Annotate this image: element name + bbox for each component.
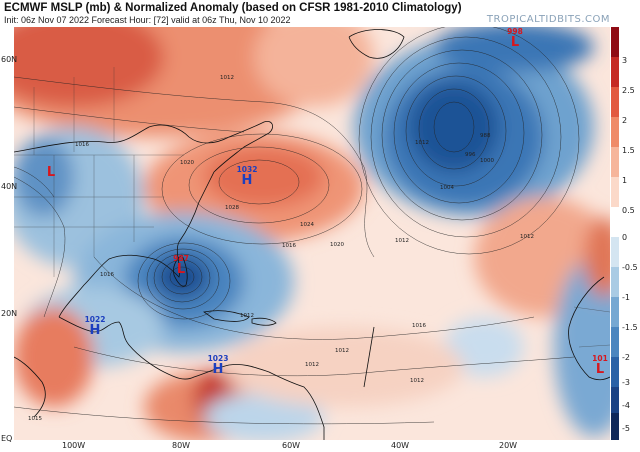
colorbar-tick: -5 [622, 424, 630, 433]
map-title: ECMWF MSLP (mb) & Normalized Anomaly (ba… [4, 2, 462, 14]
lat-label: 40N [1, 182, 18, 191]
colorbar-tick: 2.5 [622, 86, 635, 95]
header: ECMWF MSLP (mb) & Normalized Anomaly (ba… [0, 0, 640, 26]
lon-label: 20W [499, 441, 518, 450]
colorbar-tick: 2 [622, 116, 628, 125]
isobar-label: 1020 [330, 242, 344, 248]
anomaly-fill [14, 27, 610, 440]
isobars [14, 27, 580, 425]
colorbar-tick: -2 [622, 353, 630, 362]
colorbar-tick: 3 [622, 56, 628, 65]
lon-label: 60W [282, 441, 301, 450]
high-pressure-marker: 1032 H [236, 165, 258, 188]
colorbar-tick: -1.5 [622, 323, 638, 332]
high-pressure-marker: 1022 H [84, 315, 106, 338]
lon-label: 100W [62, 441, 86, 450]
isobar-label: 1016 [75, 142, 89, 148]
isobar-label: 1020 [180, 160, 194, 166]
high-pressure-marker: 1023 H [207, 354, 229, 377]
coastlines [14, 29, 610, 440]
lon-label: 40W [391, 441, 410, 450]
low-pressure-marker: L [46, 165, 56, 180]
colorbar-tick: 1.5 [622, 146, 635, 155]
isobar-label: 1004 [440, 185, 454, 191]
isobar-label: 1012 [395, 238, 409, 244]
isobar-label: 1028 [225, 205, 239, 211]
lon-label: 80W [172, 441, 191, 450]
isobar-label: 1012 [410, 378, 424, 384]
isobar-label: 1012 [335, 348, 349, 354]
isobar-label: 1012 [220, 75, 234, 81]
colorbar-tick: -3 [622, 378, 630, 387]
colorbar-tick: -1 [622, 293, 630, 302]
isobar-label: 988 [480, 133, 491, 139]
lat-label: 60N [1, 55, 18, 64]
low-pressure-marker: 998 L [507, 27, 523, 50]
isobar-label: 1000 [480, 158, 494, 164]
colorbar-tick: 1 [622, 176, 628, 185]
isobar-label: 1012 [520, 234, 534, 240]
lat-label: 20N [1, 309, 18, 318]
brand-watermark: TROPICALTIDBITS.COM [486, 14, 610, 25]
colorbar-tick: -4 [622, 401, 630, 410]
lat-label: EQ [1, 434, 13, 443]
isobar-label: 1012 [240, 313, 254, 319]
colorbar [611, 27, 619, 440]
map-subtitle: Init: 06z Nov 07 2022 Forecast Hour: [72… [4, 15, 291, 25]
colorbar-tick: -0.5 [622, 263, 638, 272]
borders [14, 67, 610, 348]
weather-map [14, 27, 610, 440]
isobar-label: 1012 [415, 140, 429, 146]
isobar-label: 1016 [412, 323, 426, 329]
map-canvas [14, 27, 610, 440]
colorbar-tick: 0 [622, 233, 628, 242]
low-pressure-marker: 101 L [592, 354, 608, 377]
isobar-label: 1015 [28, 416, 42, 422]
colorbar-tick: 0.5 [622, 206, 635, 215]
isobar-label: 1016 [282, 243, 296, 249]
isobar-label: 1024 [300, 222, 314, 228]
isobar-label: 1016 [100, 272, 114, 278]
low-pressure-marker: 987 L [173, 254, 189, 277]
isobar-label: 1012 [305, 362, 319, 368]
isobar-label: 996 [465, 152, 476, 158]
